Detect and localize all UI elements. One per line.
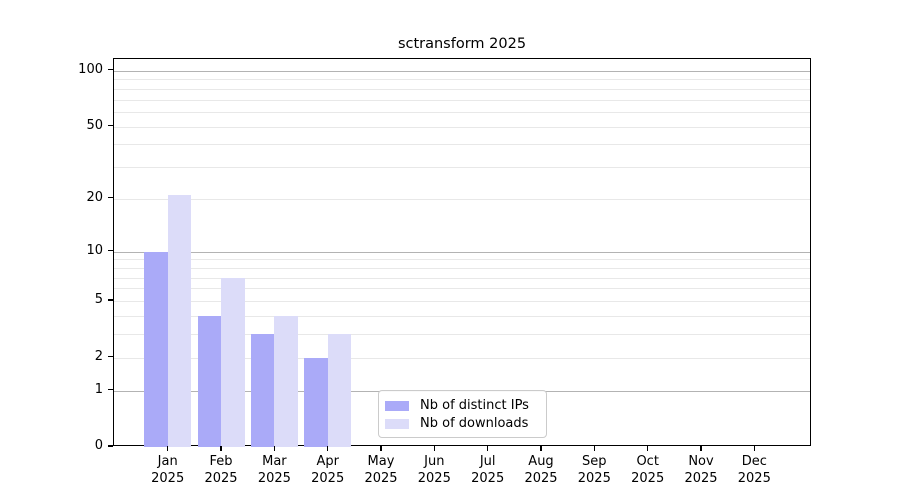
bar-distinct-ips-mar: [250, 334, 275, 447]
y-axis-label-0: 0: [94, 438, 103, 453]
y-axis-tick-50: [108, 124, 113, 127]
legend-swatch-distinct-ips: [385, 401, 409, 411]
x-axis-label-feb: Feb 2025: [204, 454, 238, 486]
y-axis-label-5: 5: [94, 292, 103, 307]
legend-label-downloads: Nb of downloads: [420, 416, 529, 431]
gridline-minor-6: [114, 288, 810, 290]
y-axis-tick-1: [108, 388, 113, 391]
x-axis-tick-nov: [700, 446, 702, 451]
x-axis-label-may: May 2025: [364, 454, 398, 486]
x-axis-label-apr: Apr 2025: [311, 454, 345, 486]
bar-downloads-mar: [274, 315, 298, 447]
x-axis-tick-aug: [540, 446, 542, 451]
y-axis-tick-2: [108, 355, 113, 358]
legend-item-downloads: Nb of downloads: [385, 415, 538, 433]
legend-label-distinct-ips: Nb of distinct IPs: [420, 398, 529, 413]
gridline-minor-30: [114, 167, 810, 169]
gridline-minor-50: [114, 126, 810, 128]
legend-swatch-downloads: [385, 419, 409, 429]
bar-distinct-ips-jan: [144, 251, 168, 447]
legend: Nb of distinct IPs Nb of downloads: [378, 390, 547, 438]
x-axis-label-sep: Sep 2025: [577, 454, 611, 486]
x-axis-tick-mar: [273, 446, 275, 451]
bar-distinct-ips-feb: [197, 315, 221, 447]
y-axis-label-2: 2: [94, 348, 103, 364]
x-axis-tick-oct: [647, 446, 649, 451]
chart-title: sctransform 2025: [397, 36, 527, 52]
bar-downloads-jan: [167, 195, 192, 447]
y-axis-label-1: 1: [94, 381, 103, 397]
y-axis-label-100: 100: [78, 61, 103, 77]
gridline-minor-4: [114, 315, 810, 317]
y-axis-tick-5: [108, 299, 113, 301]
gridline-minor-8: [114, 267, 810, 269]
x-axis-label-nov: Nov 2025: [684, 454, 718, 486]
x-axis-tick-dec: [753, 446, 755, 451]
gridline-minor-90: [114, 79, 810, 81]
bar-downloads-apr: [327, 334, 352, 447]
x-axis-tick-jun: [433, 446, 435, 451]
gridline-minor-7: [114, 277, 810, 279]
plot-area: [113, 58, 811, 447]
bar-downloads-feb: [221, 277, 245, 447]
gridline-minor-20: [114, 198, 810, 200]
gridline-minor-9: [114, 259, 810, 261]
y-axis-tick-20: [108, 197, 113, 199]
gridline-minor-40: [114, 144, 810, 146]
gridline-minor-60: [114, 112, 810, 113]
x-axis-label-aug: Aug 2025: [524, 454, 558, 486]
x-axis-label-oct: Oct 2025: [631, 454, 665, 486]
gridline-minor-70: [114, 99, 810, 101]
y-axis-label-50: 50: [86, 117, 103, 133]
x-axis-label-jan: Jan 2025: [151, 454, 185, 486]
x-axis-tick-apr: [327, 446, 329, 451]
gridline-minor-2: [114, 357, 810, 359]
y-axis-label-20: 20: [86, 189, 103, 205]
gridline-major-10: [114, 251, 810, 253]
gridline-minor-3: [114, 334, 810, 335]
x-axis-label-dec: Dec 2025: [737, 454, 771, 486]
x-axis-label-jun: Jun 2025: [417, 454, 451, 486]
gridline-minor-80: [114, 88, 810, 90]
x-axis-label-mar: Mar 2025: [257, 454, 291, 486]
y-axis-label-10: 10: [86, 242, 103, 258]
legend-item-distinct-ips: Nb of distinct IPs: [385, 397, 538, 415]
x-axis-label-jul: Jul 2025: [471, 454, 505, 486]
y-axis-tick-10: [108, 249, 113, 252]
gridline-major-100: [114, 70, 810, 72]
x-axis-tick-may: [380, 446, 382, 451]
gridline-minor-5: [114, 301, 810, 302]
y-axis-tick-0: [108, 445, 113, 447]
x-axis-tick-sep: [593, 446, 595, 451]
bar-distinct-ips-apr: [304, 357, 328, 447]
x-axis-tick-jan: [167, 446, 169, 451]
y-axis-tick-100: [108, 69, 113, 71]
x-axis-tick-jul: [487, 446, 489, 451]
x-axis-tick-feb: [220, 446, 222, 451]
